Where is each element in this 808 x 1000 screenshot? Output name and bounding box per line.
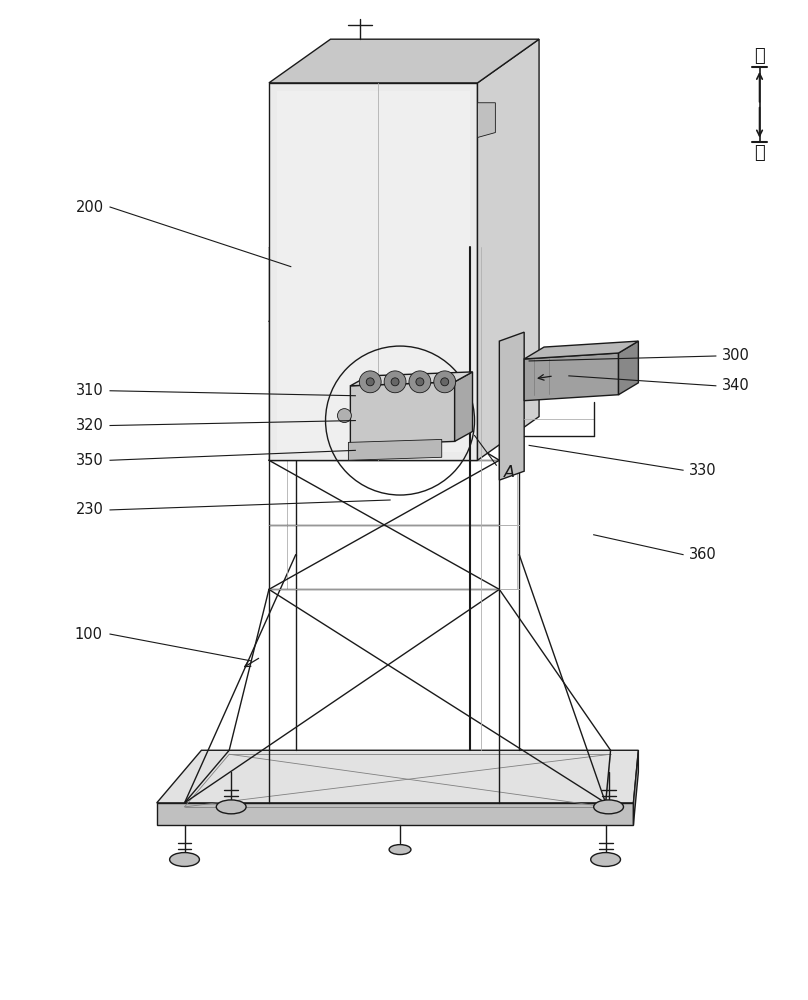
Polygon shape [524, 341, 638, 359]
Ellipse shape [591, 853, 621, 866]
Polygon shape [455, 372, 473, 441]
Circle shape [416, 378, 424, 386]
Circle shape [434, 371, 456, 393]
Text: A: A [504, 465, 516, 480]
Polygon shape [277, 91, 469, 452]
Circle shape [338, 409, 351, 423]
Polygon shape [157, 803, 633, 825]
Text: 下: 下 [754, 144, 765, 162]
Circle shape [384, 371, 406, 393]
Text: 上: 上 [754, 47, 765, 65]
Text: 230: 230 [76, 502, 104, 517]
Ellipse shape [170, 853, 200, 866]
Text: 360: 360 [689, 547, 717, 562]
Text: 350: 350 [76, 453, 104, 468]
Circle shape [409, 371, 431, 393]
Circle shape [391, 378, 399, 386]
Polygon shape [157, 750, 638, 803]
Polygon shape [269, 39, 539, 83]
Ellipse shape [594, 800, 624, 814]
Polygon shape [633, 750, 638, 825]
Polygon shape [269, 83, 478, 460]
Text: 330: 330 [689, 463, 717, 478]
Polygon shape [478, 39, 539, 460]
Polygon shape [478, 103, 495, 138]
Ellipse shape [389, 845, 411, 855]
Circle shape [360, 371, 381, 393]
Circle shape [366, 378, 374, 386]
Polygon shape [351, 382, 455, 445]
Text: 300: 300 [722, 348, 750, 363]
Polygon shape [524, 353, 618, 401]
Text: 340: 340 [722, 378, 750, 393]
Text: 320: 320 [76, 418, 104, 433]
Circle shape [440, 378, 448, 386]
Text: 100: 100 [74, 627, 102, 642]
Polygon shape [499, 332, 524, 480]
Text: 310: 310 [76, 383, 104, 398]
Polygon shape [618, 341, 638, 395]
Polygon shape [348, 439, 442, 460]
Polygon shape [351, 372, 473, 386]
Text: 200: 200 [76, 200, 104, 215]
Ellipse shape [217, 800, 246, 814]
